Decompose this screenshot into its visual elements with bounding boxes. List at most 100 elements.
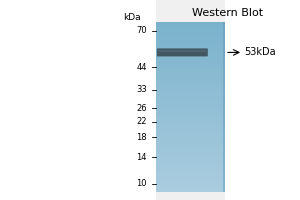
Bar [156,144,225,146]
Text: 44: 44 [136,63,147,72]
Bar [156,109,225,110]
Bar [223,22,225,192]
Bar [156,96,225,97]
Bar [156,155,225,156]
Text: 53kDa: 53kDa [244,47,276,57]
Bar [156,27,225,28]
Bar [156,175,225,176]
Text: Western Blot: Western Blot [192,8,264,18]
Bar [156,132,225,133]
FancyBboxPatch shape [157,48,208,56]
Bar [156,73,225,74]
Bar [156,183,225,184]
Bar [156,138,225,139]
Bar [156,78,225,79]
Bar [156,181,225,182]
Bar [156,125,225,126]
Bar [156,130,225,131]
Bar [156,174,225,175]
Bar [156,170,225,172]
Bar [156,156,225,157]
Bar [156,166,225,167]
Bar [156,121,225,122]
Bar [156,74,225,75]
Bar [156,131,225,132]
Bar [156,54,225,55]
Bar [156,146,225,147]
Bar [156,151,225,152]
Bar [156,99,225,100]
Text: 14: 14 [136,153,147,162]
Bar [156,105,225,106]
Bar [156,51,225,53]
Bar [156,98,225,99]
Bar [156,28,225,29]
Bar [156,91,225,92]
Bar [156,143,225,144]
Bar [156,80,225,81]
Text: 33: 33 [136,85,147,94]
Bar [156,24,225,25]
Bar [156,152,225,153]
Bar [156,180,225,181]
Bar [156,134,225,135]
Bar [156,104,225,105]
Bar [156,49,225,50]
Bar [156,147,225,148]
Bar [156,68,225,70]
Bar [156,76,225,78]
Bar [156,123,225,124]
Bar [156,25,225,27]
Bar [156,63,225,64]
Text: 10: 10 [136,179,147,188]
Bar [156,184,225,185]
Bar [156,39,225,40]
Bar [156,64,225,65]
Bar [156,161,225,163]
Bar [156,100,225,101]
Bar [0,0,156,200]
Text: 22: 22 [136,117,147,126]
Bar [156,66,225,67]
Bar [156,90,225,91]
Bar [156,47,225,48]
Bar [156,38,225,39]
Bar [156,167,225,168]
Bar [156,164,225,165]
Bar [156,118,225,119]
Bar [156,119,225,121]
Bar [156,50,225,51]
Bar [156,33,225,34]
Bar [156,97,225,98]
Bar [156,85,225,87]
Bar [156,153,225,155]
Bar [156,29,225,30]
Bar [156,150,225,151]
Bar [156,148,225,149]
Bar [156,59,225,61]
Bar [156,117,225,118]
Bar [156,187,225,189]
Bar [156,173,225,174]
Bar [156,158,225,159]
Bar [156,140,225,141]
Bar [156,172,225,173]
Bar [156,169,225,170]
Bar [156,70,225,71]
Bar [156,67,225,68]
Bar [156,82,225,83]
Bar [156,57,225,58]
Bar [158,50,207,52]
Bar [156,124,225,125]
Bar [156,40,225,41]
Bar [156,136,225,138]
Bar [156,107,225,108]
Bar [156,75,225,76]
Bar [156,133,225,134]
Bar [156,191,225,192]
Bar [156,122,225,123]
Bar [156,93,225,95]
Bar [156,34,225,36]
Bar [156,106,225,107]
Bar [156,41,225,42]
